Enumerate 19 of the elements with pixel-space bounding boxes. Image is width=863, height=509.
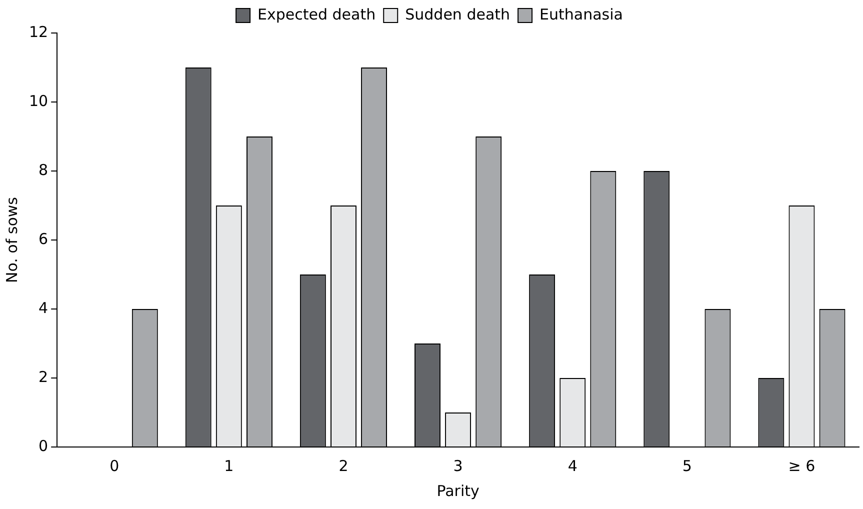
y-tick-label: 2 (38, 368, 48, 386)
x-tick-label: 5 (682, 456, 692, 475)
y-tick-label: 0 (38, 436, 48, 455)
x-tick-label: 3 (453, 456, 463, 475)
legend-label: Euthanasia (540, 5, 623, 24)
y-axis-title: No. of sows (2, 196, 21, 283)
legend-label: Expected death (258, 5, 376, 24)
x-axis-title: Parity (436, 482, 480, 500)
legend-label: Sudden death (405, 5, 510, 24)
y-tick-label: 8 (38, 160, 48, 179)
x-tick-label: 0 (110, 456, 120, 475)
x-tick-label: 1 (224, 456, 234, 475)
y-tick-label: 10 (28, 92, 48, 110)
x-tick-label: ≥ 6 (788, 456, 816, 475)
y-tick-label: 4 (38, 298, 48, 317)
y-tick-label: 6 (38, 230, 48, 248)
x-tick-label: 2 (338, 456, 348, 475)
x-tick-label: 4 (568, 456, 578, 475)
y-tick-label: 12 (28, 22, 48, 41)
